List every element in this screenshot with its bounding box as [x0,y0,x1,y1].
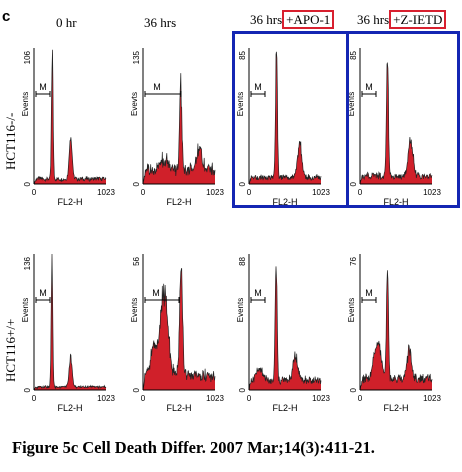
gate-marker-label: M [365,288,373,298]
x-tick-label: 1023 [97,188,115,197]
y-tick-label: 0 [132,181,141,186]
x-tick-label: 0 [141,188,146,197]
x-tick-label: 1023 [206,394,224,403]
y-tick-label: 135 [132,50,141,64]
y-tick-label: 0 [23,181,32,186]
histogram-outline [248,266,322,391]
y-tick-label: 106 [23,50,32,64]
y-tick-label: 0 [238,387,247,392]
column-header-text: 36 hrs [144,15,177,30]
x-axis-label: FL2-H [383,197,408,207]
x-tick-label: 1023 [312,394,330,403]
highlight-box-zietd [346,31,460,208]
y-axis-label: Events [236,92,245,116]
x-axis-label: FL2-H [166,197,191,207]
y-axis-label: Events [130,298,139,322]
histogram-outline [33,253,107,391]
y-tick-label: 88 [238,256,247,265]
x-tick-label: 1023 [423,394,441,403]
gate-marker-label: M [39,288,47,298]
gate-marker-label: M [153,82,161,92]
y-axis-label: Evevts [130,92,139,116]
column-header-0hr: 0 hr [56,15,77,31]
y-axis-label: Events [21,298,30,322]
figure-caption: Figure 5c Cell Death Differ. 2007 Mar;14… [12,438,375,457]
gate-marker-label: M [254,82,262,92]
x-tick-label: 1023 [423,188,441,197]
y-tick-label: 76 [349,256,358,265]
x-axis-label: FL2-H [383,403,408,413]
gate-marker-label: M [254,288,262,298]
column-header-text: 36 hrs [357,12,390,27]
y-axis-label: Events [347,298,356,322]
x-axis-label: FL2-H [166,403,191,413]
y-tick-label: 0 [238,181,247,186]
histogram-outline [359,270,433,391]
x-tick-label: 0 [358,394,363,403]
histogram-fill [249,266,321,390]
column-header-text: 36 hrs [250,12,283,27]
highlight-box-apo1 [232,31,349,208]
histogram-fill [360,270,432,390]
x-tick-label: 0 [32,394,37,403]
treatment-label-box: +Z-IETD [389,10,447,29]
panel-letter: c [2,8,11,25]
histogram-fill [34,49,106,185]
gate-marker-label: M [152,288,160,298]
x-tick-label: 0 [141,394,146,403]
y-tick-label: 0 [23,387,32,392]
column-header-apo1: 36 hrs +APO-1 [250,10,335,29]
x-tick-label: 1023 [206,188,224,197]
histogram-outline [142,73,216,185]
x-axis-label: FL2-H [272,403,297,413]
histogram-fill [143,268,215,390]
histogram-outline [142,267,216,391]
y-tick-label: 0 [132,387,141,392]
y-tick-label: 56 [132,256,141,265]
y-tick-label: 0 [349,181,358,186]
y-tick-label: 0 [349,387,358,392]
x-tick-label: 0 [247,188,252,197]
x-axis-label: FL2-H [272,197,297,207]
x-tick-label: 0 [247,394,252,403]
y-axis-label: Events [347,92,356,116]
x-tick-label: 1023 [97,394,115,403]
column-header-zietd: 36 hrs +Z-IETD [357,10,447,29]
column-header-36hrs: 36 hrs [144,15,176,31]
y-tick-label: 85 [238,50,247,59]
y-tick-label: 85 [349,50,358,59]
histogram-fill [34,254,106,390]
x-axis-label: FL2-H [57,403,82,413]
histogram-outline [359,61,433,185]
y-axis-label: Events [21,92,30,116]
x-tick-label: 0 [358,188,363,197]
y-tick-label: 136 [23,256,32,270]
x-tick-label: 1023 [312,188,330,197]
column-header-text: 0 hr [56,15,77,30]
x-tick-label: 0 [32,188,37,197]
gate-marker-label: M [365,82,373,92]
histogram-outline [33,49,107,185]
treatment-label-box: +APO-1 [282,10,335,29]
x-axis-label: FL2-H [57,197,82,207]
histogram-outline [248,51,322,185]
y-axis-label: Events [236,298,245,322]
gate-marker-label: M [39,82,47,92]
